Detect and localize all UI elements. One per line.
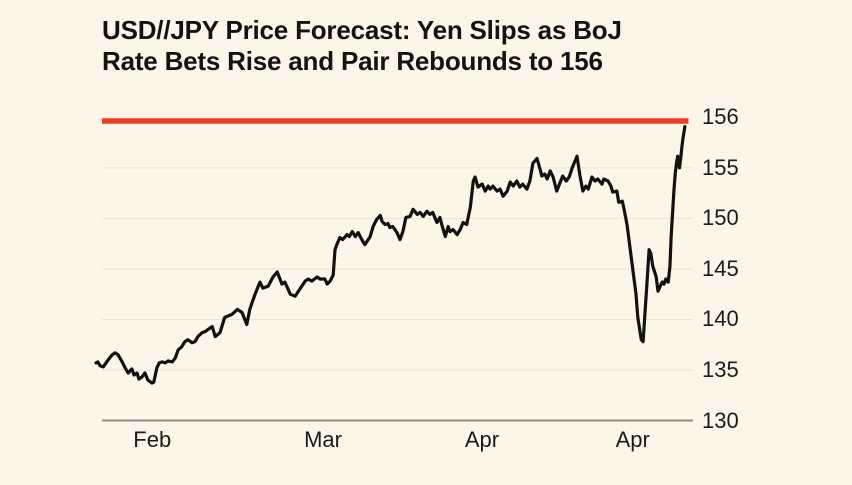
y-tick-label-135: 135 [702,356,739,382]
y-tick-label-156: 156 [702,104,739,129]
x-tick-label-0-Feb: Feb [133,427,172,452]
chart-title-line1: USD//JPY Price Forecast: Yen Slips as Bo… [102,15,622,45]
y-tick-label-145: 145 [702,255,739,281]
x-tick-label-1-Mar: Mar [304,427,342,452]
price-line-series [94,125,687,385]
y-tick-label-140: 140 [702,306,739,332]
y-tick-label-155: 155 [702,154,739,180]
x-tick-label-3-Apr: Apr [615,427,650,452]
y-tick-label-150: 150 [702,205,739,231]
x-tick-label-2-Apr: Apr [464,427,500,452]
chart-title: USD//JPY Price Forecast: Yen Slips as Bo… [102,15,742,77]
chart-title-line2: Rate Bets Rise and Pair Rebounds to 156 [102,46,603,76]
y-tick-label-130: 130 [702,407,739,433]
